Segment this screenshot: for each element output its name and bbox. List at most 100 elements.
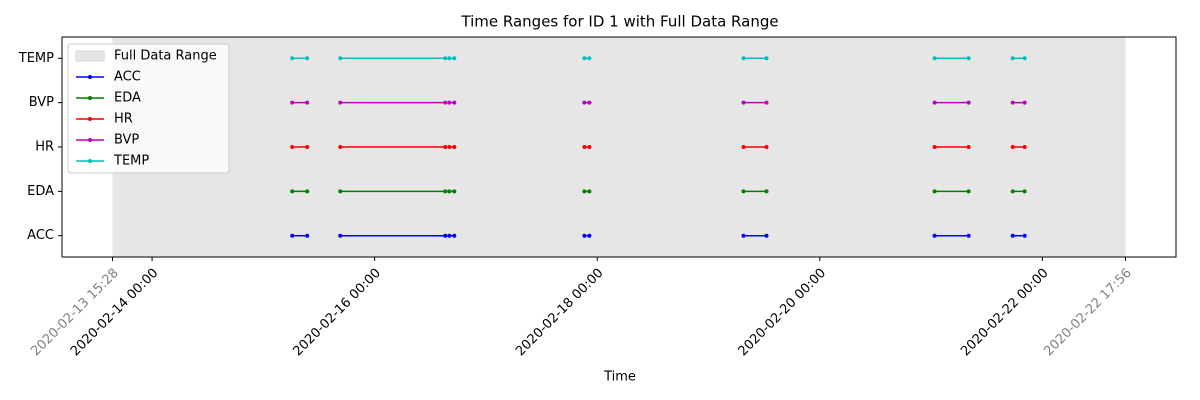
y-tick-label: BVP — [29, 95, 54, 110]
segment-end — [338, 100, 343, 105]
segment-end — [966, 233, 971, 238]
segment-end — [582, 189, 587, 194]
segment-end — [447, 100, 452, 105]
segment-end — [1010, 189, 1015, 194]
segment-end — [305, 233, 310, 238]
legend-marker — [88, 96, 92, 100]
chart-title: Time Ranges for ID 1 with Full Data Rang… — [460, 13, 778, 31]
segment-end — [452, 145, 457, 149]
x-tick-label: 2020-02-22 17:56 — [1041, 266, 1134, 359]
segment-end — [966, 189, 971, 194]
segment-end — [452, 233, 457, 238]
segment-end — [290, 56, 295, 61]
x-tick-label: 2020-02-20 00:00 — [736, 266, 829, 359]
legend-box — [67, 43, 230, 174]
segment-end — [338, 233, 343, 238]
legend-marker — [88, 138, 92, 142]
segment-end — [1010, 56, 1015, 61]
segment-end — [305, 56, 310, 61]
legend-marker — [88, 159, 92, 163]
segment-end — [764, 56, 769, 61]
segment-end — [587, 233, 592, 238]
segment-end — [447, 145, 452, 149]
x-tick-label: 2020-02-16 00:00 — [291, 266, 384, 359]
y-tick-label: EDA — [27, 184, 54, 199]
segment-end — [338, 145, 343, 149]
segment-end — [447, 189, 452, 194]
segment-end — [1022, 100, 1027, 105]
segment-end — [443, 56, 448, 61]
legend-label: BVP — [114, 133, 139, 148]
segment-end — [443, 145, 448, 149]
segment-end — [582, 100, 587, 105]
segment-end — [1010, 100, 1015, 105]
segment-end — [582, 145, 587, 149]
segment-end — [452, 100, 457, 105]
segment-end — [1010, 233, 1015, 238]
segment-end — [447, 56, 452, 61]
segment-end — [1022, 233, 1027, 238]
legend-label: ACC — [114, 70, 141, 85]
segment-end — [932, 233, 937, 238]
plot-frame — [61, 36, 1177, 258]
legend-marker — [88, 117, 92, 121]
segment-end — [741, 233, 746, 238]
segment-end — [741, 100, 746, 105]
segment-end — [741, 56, 746, 61]
y-tick-label: ACC — [27, 228, 54, 243]
segment-end — [1022, 56, 1027, 61]
y-tick-label: TEMP — [18, 51, 54, 66]
segment-end — [587, 145, 592, 149]
legend-swatch — [75, 50, 105, 62]
segment-end — [305, 145, 310, 149]
segment-end — [1010, 145, 1015, 149]
segment-end — [338, 189, 343, 194]
segment-end — [587, 56, 592, 61]
segment-end — [338, 56, 343, 61]
segment-end — [764, 189, 769, 194]
segment-end — [741, 189, 746, 194]
segment-end — [582, 233, 587, 238]
segment-end — [932, 189, 937, 194]
segment-end — [452, 189, 457, 194]
segment-end — [966, 100, 971, 105]
segment-end — [587, 189, 592, 194]
segment-end — [290, 145, 295, 149]
segment-end — [290, 189, 295, 194]
segment-end — [764, 233, 769, 238]
legend-label: EDA — [114, 91, 141, 106]
segment-end — [966, 56, 971, 61]
segment-end — [1022, 145, 1027, 149]
y-tick-label: HR — [35, 140, 54, 155]
segment-end — [582, 56, 587, 61]
segment-end — [764, 145, 769, 149]
segment-end — [447, 233, 452, 238]
legend-marker — [88, 75, 92, 79]
full-range — [112, 37, 1126, 257]
x-axis-label: Time — [603, 370, 636, 385]
x-tick-label: 2020-02-22 00:00 — [958, 266, 1051, 359]
segment-end — [443, 100, 448, 105]
x-tick-label: 2020-02-18 00:00 — [513, 266, 606, 359]
legend: Full Data Range ACC EDA HR BVP TEMP — [67, 43, 230, 174]
legend-label: HR — [114, 112, 133, 127]
segment-end — [587, 100, 592, 105]
segment-end — [932, 56, 937, 61]
segment-end — [290, 100, 295, 105]
segment-end — [305, 100, 310, 105]
legend-label: TEMP — [113, 154, 149, 169]
segment-end — [452, 56, 457, 61]
segment-end — [1022, 189, 1027, 194]
segment-end — [305, 189, 310, 194]
segment-end — [932, 145, 937, 149]
segment-end — [443, 189, 448, 194]
segment-end — [741, 145, 746, 149]
segment-end — [443, 233, 448, 238]
legend-label: Full Data Range — [114, 49, 217, 64]
segment-end — [932, 100, 937, 105]
segment-end — [290, 233, 295, 238]
segment-end — [764, 100, 769, 105]
segment-end — [966, 145, 971, 149]
